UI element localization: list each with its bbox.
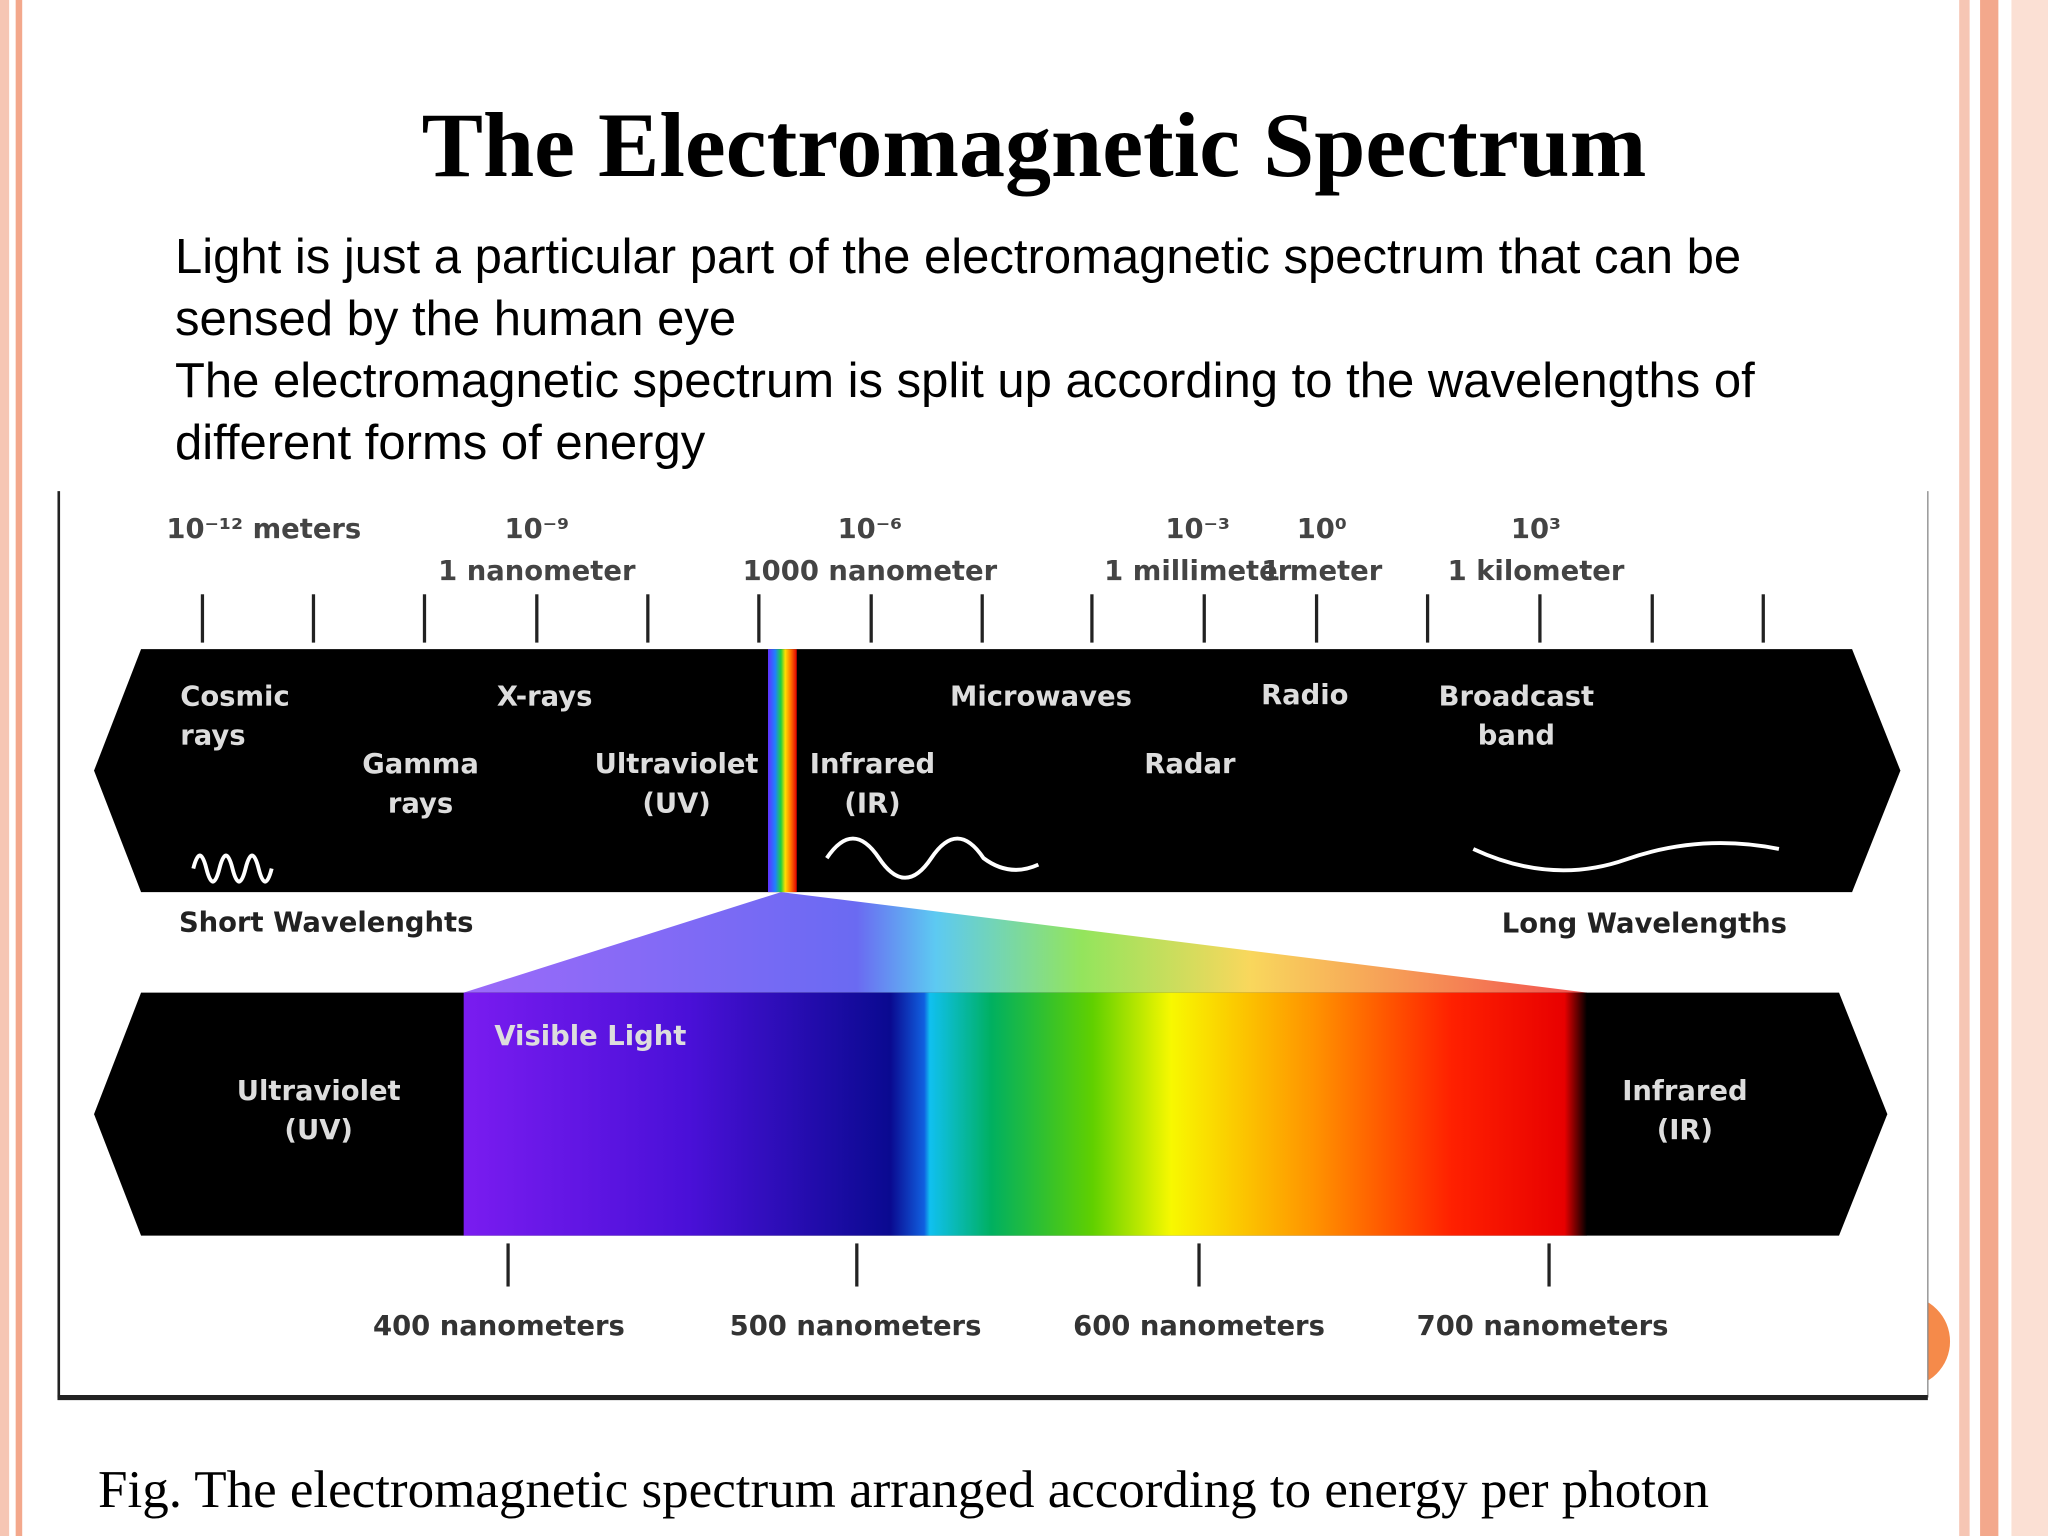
label-line: Microwaves [950,681,1132,712]
label-line: Broadcast [1439,681,1595,712]
short-wave [191,853,274,884]
band-label: X-rays [497,681,593,712]
border-stripe [1980,0,1999,1536]
band-label: Radar [1144,749,1236,780]
label-line: band [1478,720,1555,751]
bullet: The electromagnetic spectrum is split up… [175,354,1755,470]
scale-power: 10⁻³ [1165,514,1230,545]
band-label: Broadcast band [1439,681,1595,751]
border-stripe [1959,0,1970,1536]
label-line: Ultraviolet [595,749,759,780]
border-stripe [2011,0,2048,1536]
band-label: Infrared (IR) [810,749,935,819]
uv-label: Ultraviolet (UV) [237,1076,401,1146]
short-label: Short Wavelenghts [179,907,473,938]
label-line: Ultraviolet [237,1076,401,1107]
scale-name: 1 meter [1261,556,1382,587]
bullet: Light is just a particular part of the e… [175,230,1742,346]
label-line: X-rays [497,681,593,712]
label-line: Gamma [362,749,479,780]
scale-power: 10³ [1511,514,1561,545]
visible-funnel [463,892,1587,993]
long-wave [1472,841,1780,873]
scale-power: 10⁻⁹ [505,514,570,545]
label-line: rays [180,720,245,751]
label-line: Radio [1261,680,1348,711]
band-label: Gamma rays [362,749,479,819]
label-line: Cosmic [180,681,289,712]
label-line: Radar [1144,749,1236,780]
ticks [200,594,1765,1287]
title: The Electromagnetic Spectrum [421,94,1647,196]
visible-strip [768,649,797,893]
scale-name: 1 kilometer [1448,556,1625,587]
nm-label: 600 nanometers [1073,1311,1325,1342]
ir-label: Infrared (IR) [1622,1076,1747,1146]
spectrum-band [94,649,1901,893]
scale-power: 10⁻¹² meters [166,514,361,545]
band-label: Cosmic rays [180,681,289,751]
visible-label: Visible Light [494,1021,686,1052]
nm-label: 500 nanometers [730,1311,982,1342]
caption: Fig. The electromagnetic spectrum arrang… [98,1461,1710,1519]
bullet-list: Light is just a particular part of the e… [175,226,1875,474]
scale-name: 1 nanometer [438,556,636,587]
band-label: Ultraviolet (UV) [595,749,759,819]
band-label: Microwaves [950,681,1132,712]
scale-power: 10⁰ [1297,514,1347,545]
border-stripe [0,0,10,1536]
diagram-labels: 10⁻¹² meters 10⁻⁹ 1 nanometer 10⁻⁶ 1000 nano… [166,514,1787,1342]
label-line: (IR) [844,788,900,819]
visible-gradient [463,992,1587,1236]
label-line: Infrared [1622,1076,1747,1107]
medium-wave [825,836,1040,880]
label-line: (UV) [284,1115,353,1146]
nm-label: 400 nanometers [373,1311,625,1342]
label-line: Infrared [810,749,935,780]
band-label: Radio [1261,680,1348,711]
label-line: rays [388,788,453,819]
border-stripe [15,0,23,1536]
nm-label: 700 nanometers [1417,1311,1669,1342]
long-label: Long Wavelengths [1502,909,1787,940]
scale-name: 1 millimeter [1104,556,1292,587]
scale-name: 1000 nanometer [743,556,998,587]
scale-power: 10⁻⁶ [838,514,903,545]
label-line: (IR) [1657,1115,1713,1146]
label-line: (UV) [642,788,711,819]
